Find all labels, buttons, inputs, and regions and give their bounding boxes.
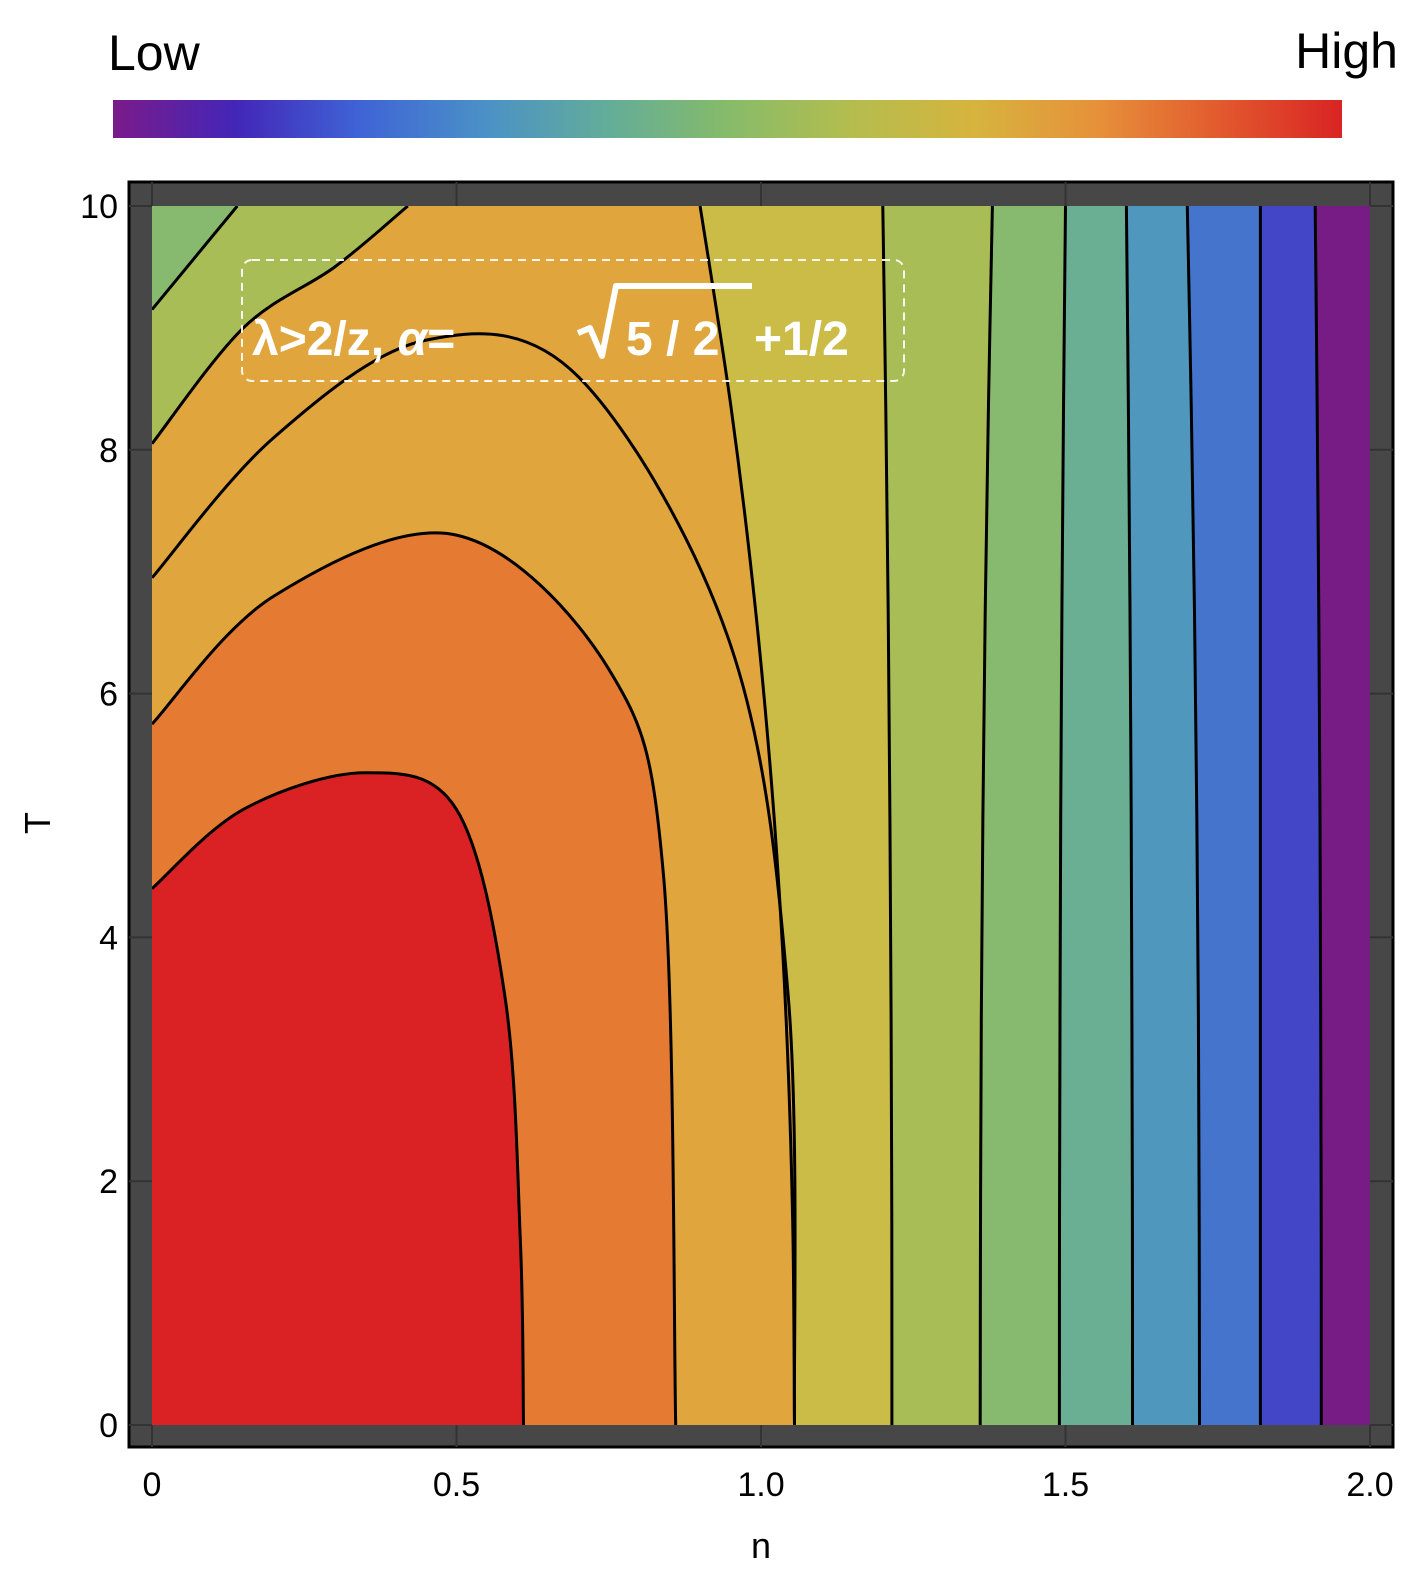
contour-line-0 [152,771,525,1425]
annotation: λ>2/z, α= 5 / 2 +1/2 [241,259,905,382]
grid-lines [129,182,1393,1447]
x-tick-label: 0 [143,1466,162,1504]
contour-line-7 [978,206,994,1425]
contour-line-4 [152,206,239,311]
x-tick-label: 0.5 [433,1466,480,1504]
annotation-equals: = [427,313,455,366]
x-axis-title: n [751,1525,771,1566]
legend-high-label: High [1295,23,1398,79]
annotation-suffix: +1/2 [754,313,849,366]
contour-line-8 [1057,206,1067,1425]
contour-line-9 [1124,206,1134,1425]
contour-line-6 [881,206,894,1425]
y-tick-label: 2 [99,1163,118,1201]
contour-line-2 [152,332,797,1425]
y-tick-label: 0 [99,1407,118,1445]
y-tick-label: 4 [99,919,118,957]
x-tick-label: 1.0 [737,1466,784,1504]
x-tick-labels: 0 0.5 1.0 1.5 2.0 [143,1466,1394,1504]
annotation-alpha: α [397,313,429,366]
band-corner-1 [152,206,408,444]
band-corner-2 [152,206,238,310]
annotation-box [241,259,905,382]
x-tick-label: 1.5 [1042,1466,1089,1504]
band-0 [152,772,524,1425]
annotation-prefix: λ>2/z, [252,313,397,366]
y-tick-label: 6 [99,676,118,714]
contour-bands [152,206,1370,1425]
contour-lines [152,206,1323,1425]
y-tick-label: 8 [99,432,118,470]
contour-line-1 [152,531,678,1425]
contour-line-3 [152,206,409,445]
y-tick-labels: 0 2 4 6 8 10 [80,188,118,1445]
annotation-text: λ>2/z, α= [252,313,455,366]
y-axis-title: T [17,812,58,834]
legend-low-label: Low [108,25,201,81]
sqrt-sign-icon [576,283,752,359]
contour-line-12 [1313,206,1323,1425]
annotation-radicand: 5 / 2 [626,313,719,366]
x-tick-label: 2.0 [1346,1466,1393,1504]
y-tick-label: 10 [80,188,118,226]
contour-line-10 [1185,206,1201,1425]
contour-line-5 [698,206,796,1425]
color-legend-bar [113,100,1342,138]
